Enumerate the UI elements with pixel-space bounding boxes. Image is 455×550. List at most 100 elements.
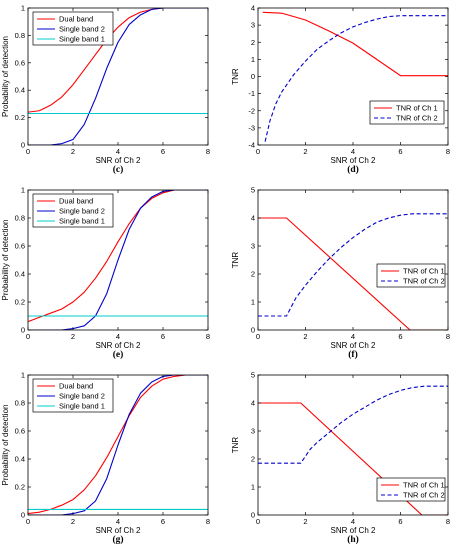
- y-tick-label: 1: [21, 371, 25, 380]
- x-tick-label: 8: [446, 332, 450, 341]
- x-tick-label: 6: [161, 147, 165, 156]
- legend-entry: Single band 1: [59, 402, 105, 411]
- y-tick-label: 1: [21, 4, 25, 13]
- y-tick-label: 4: [251, 4, 255, 13]
- legend-entry: TNR of Ch 1: [396, 104, 438, 113]
- series-line-1: [28, 375, 208, 515]
- series-line-1: [258, 402, 448, 515]
- panel-label: (d): [347, 164, 359, 175]
- y-tick-label: -3: [248, 123, 255, 132]
- y-tick-label: 0.6: [15, 58, 25, 67]
- legend-entry: Single band 1: [59, 217, 105, 226]
- series-line-2: [28, 190, 208, 330]
- panel-label: (g): [112, 534, 123, 545]
- panel-f: 0 2 4 6 8 0 1 2 3 4 5 SNR of Ch 2 TNR (f) TNR of Ch 1T…: [231, 186, 450, 361]
- x-tick-label: 6: [398, 517, 402, 526]
- legend-entry: Dual band: [59, 382, 93, 391]
- legend-entry: Single band 2: [59, 392, 105, 401]
- y-tick-label: 2: [251, 270, 255, 279]
- x-tick-label: 4: [351, 332, 355, 341]
- x-tick-label: 4: [351, 517, 355, 526]
- x-tick-label: 4: [351, 147, 355, 156]
- y-tick-label: -1: [248, 89, 255, 98]
- x-tick-label: 0: [256, 517, 260, 526]
- x-axis-label: SNR of Ch 2: [331, 156, 376, 165]
- x-tick-label: 2: [71, 147, 75, 156]
- legend-entry: TNR of Ch 2: [403, 491, 445, 500]
- y-tick-label: 0.2: [15, 113, 25, 122]
- y-tick-label: 0.4: [15, 455, 25, 464]
- x-tick-label: 6: [398, 147, 402, 156]
- y-tick-label: 0.4: [15, 86, 25, 95]
- panel-label: (c): [113, 164, 124, 175]
- y-tick-label: 1: [251, 55, 255, 64]
- x-tick-label: 0: [26, 332, 30, 341]
- x-axis-label: SNR of Ch 2: [96, 156, 141, 165]
- panel-label: (e): [113, 349, 124, 360]
- y-tick-label: 0: [21, 326, 25, 335]
- y-tick-label: 3: [251, 21, 255, 30]
- x-axis-label: SNR of Ch 2: [96, 341, 141, 350]
- axes-frame: [257, 7, 449, 146]
- legend-entry: TNR of Ch 2: [396, 114, 438, 123]
- x-tick-label: 8: [446, 517, 450, 526]
- y-axis-label: TNR: [231, 437, 240, 454]
- y-tick-label: 0.6: [15, 427, 25, 436]
- legend-entry: Single band 2: [59, 207, 105, 216]
- legend-entry: Dual band: [59, 197, 93, 206]
- y-tick-label: 0.6: [15, 242, 25, 251]
- legend-entry: Single band 2: [59, 25, 105, 34]
- series-line-2: [28, 375, 208, 515]
- y-tick-label: 3: [251, 427, 255, 436]
- x-tick-label: 0: [256, 147, 260, 156]
- x-tick-label: 2: [303, 147, 307, 156]
- panel-g: 0 2 4 6 8 0 0.2 0.4 0.6 0.8 1 SNR of Ch 2 Probabilit…: [1, 371, 210, 546]
- x-tick-label: 2: [71, 517, 75, 526]
- y-tick-label: 0: [21, 511, 25, 520]
- series-group: [28, 375, 208, 515]
- x-axis-label: SNR of Ch 2: [331, 526, 376, 535]
- y-axis-label: Probability of detection: [1, 220, 10, 301]
- y-tick-label: 0.2: [15, 298, 25, 307]
- series-group: [262, 11, 448, 142]
- x-tick-label: 2: [71, 332, 75, 341]
- y-tick-label: -2: [248, 106, 255, 115]
- y-tick-label: 0: [251, 511, 255, 520]
- panel-label: (h): [347, 534, 359, 545]
- x-tick-label: 8: [206, 147, 210, 156]
- panel-h: 0 2 4 6 8 0 1 2 3 4 5 SNR of Ch 2 TNR (h) TNR of Ch 1T…: [231, 371, 450, 546]
- y-tick-label: 1: [251, 483, 255, 492]
- x-tick-label: 6: [161, 517, 165, 526]
- y-tick-label: 4: [251, 399, 255, 408]
- x-tick-label: 0: [256, 332, 260, 341]
- series-group: [258, 213, 448, 330]
- series-group: [28, 8, 208, 145]
- y-tick-label: 0.2: [15, 483, 25, 492]
- y-tick-label: 5: [251, 371, 255, 380]
- x-axis-label: SNR of Ch 2: [96, 526, 141, 535]
- series-group: [28, 190, 208, 330]
- y-tick-label: 0: [251, 72, 255, 81]
- axes-frame: [257, 189, 449, 331]
- series-group: [258, 385, 448, 515]
- x-tick-label: 4: [116, 332, 120, 341]
- y-tick-label: 2: [251, 38, 255, 47]
- y-tick-label: 1: [21, 186, 25, 195]
- y-tick-label: 0.4: [15, 270, 25, 279]
- legend-entry: Dual band: [59, 15, 93, 24]
- legend-entry: TNR of Ch 2: [403, 277, 445, 286]
- x-axis-label: SNR of Ch 2: [331, 341, 376, 350]
- y-axis-label: TNR: [231, 68, 240, 85]
- y-tick-label: 0.8: [15, 214, 25, 223]
- x-tick-label: 2: [303, 332, 307, 341]
- x-tick-label: 0: [26, 517, 30, 526]
- y-tick-label: 4: [251, 214, 255, 223]
- x-tick-label: 4: [116, 517, 120, 526]
